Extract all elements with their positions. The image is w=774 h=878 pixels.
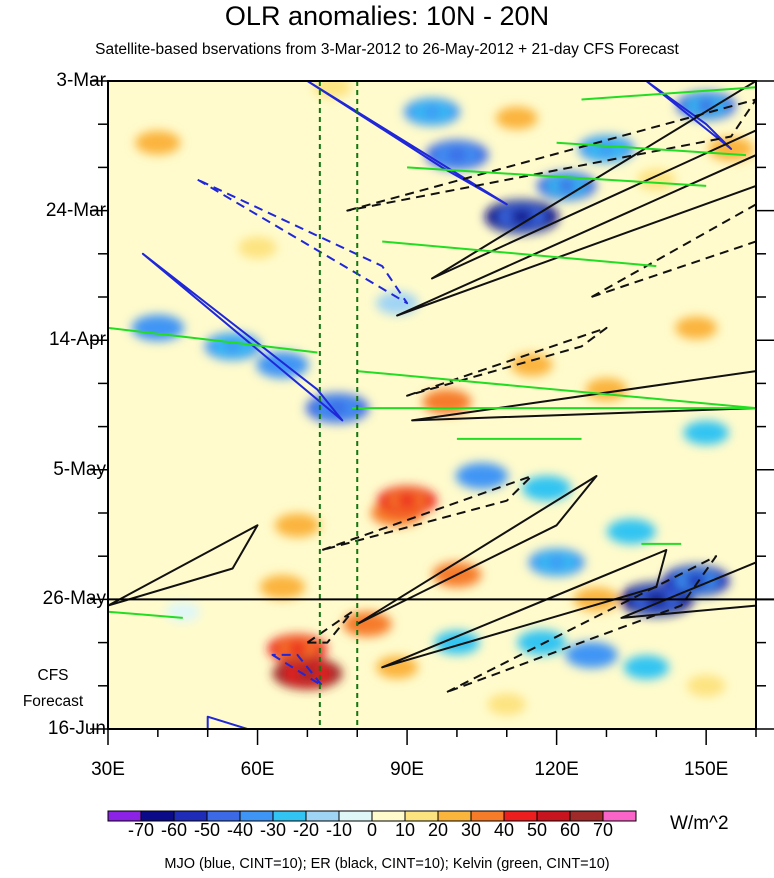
y-tick-label: 24-Mar: [45, 199, 106, 221]
colorbar-tick-label: -70: [127, 820, 154, 840]
x-tick-label: 60E: [240, 759, 275, 780]
y-tick-label: 26-May: [42, 588, 106, 610]
anomaly-blob: [165, 601, 201, 622]
mjo-contour: [271, 653, 324, 687]
colorbar-tick-label: -40: [226, 820, 253, 840]
er-contour: [411, 370, 756, 422]
anomaly-blob: [565, 641, 618, 669]
anomaly-blob: [135, 130, 181, 155]
anomaly-blob: [376, 655, 419, 679]
anomaly-blob-core: [556, 179, 577, 193]
y-tick-label: 3-Mar: [56, 70, 106, 91]
y-tick-label: 16-Jun: [47, 718, 106, 739]
er-contour: [396, 154, 756, 317]
anomaly-blob: [376, 291, 419, 315]
plot-frame: [90, 80, 774, 745]
er-contour: [108, 524, 259, 607]
colorbar-tick-label: -30: [259, 820, 286, 840]
anomaly-blob: [422, 389, 472, 415]
anomaly-blob: [522, 475, 572, 501]
colorbar-tick-label: 0: [366, 820, 377, 840]
colorbar-tick-label: -60: [160, 820, 187, 840]
contour-legend-caption: MJO (blue, CINT=10); ER (black, CINT=10)…: [164, 856, 610, 872]
anomaly-blob: [683, 420, 729, 445]
chart-title: OLR anomalies: 10N - 20N: [224, 1, 550, 31]
anomaly-blob: [675, 316, 718, 340]
anomaly-blob: [487, 693, 527, 716]
er-contour: [381, 549, 668, 669]
anomaly-blob-core: [546, 556, 567, 569]
anomaly-blob-core: [508, 209, 535, 225]
anomaly-blob: [517, 630, 567, 656]
plot-border: [107, 80, 757, 730]
mjo-contour: [206, 715, 251, 729]
colorbar-tick-label: -10: [325, 820, 352, 840]
anomaly-blob: [274, 513, 321, 538]
kelvin-contour: [382, 240, 657, 268]
colorbar-tick-label: 70: [592, 820, 614, 840]
reference-lines: [108, 81, 774, 729]
colorbar-tick-label: -20: [292, 820, 319, 840]
kelvin-contour: [108, 326, 318, 354]
anomaly-blob-core: [287, 642, 308, 656]
er-contour: [446, 555, 718, 693]
anomaly-blob: [131, 314, 185, 342]
anomaly-blob-core: [396, 494, 418, 508]
anomaly-blob: [510, 353, 553, 377]
kelvin-contour: [556, 141, 747, 157]
colorbar-tick-label: 20: [427, 820, 449, 840]
anomaly-blob: [637, 168, 676, 191]
colorbar-swatch: [602, 810, 637, 822]
er-contour: [321, 475, 533, 551]
er-contour: [346, 98, 756, 212]
anomaly-blob: [238, 236, 277, 259]
mjo-contour: [141, 252, 344, 422]
er-contour: [356, 475, 598, 626]
mjo-contour: [645, 81, 733, 150]
anomaly-blob: [623, 655, 670, 680]
anomaly-blob-core: [445, 148, 468, 162]
anomaly-blob: [686, 675, 726, 697]
kelvin-contour: [581, 86, 756, 101]
anomaly-blob: [455, 462, 509, 490]
forecast-label-line1: CFS: [37, 667, 69, 684]
colorbar-tick-label: 30: [460, 820, 482, 840]
anomaly-blob-core: [422, 105, 442, 119]
kelvin-contour: [108, 610, 183, 619]
er-contour: [406, 326, 608, 397]
colorbar-tick-label: -50: [193, 820, 220, 840]
forecast-label-line2: Forecast: [22, 693, 84, 710]
x-tick-label: 120E: [534, 759, 579, 780]
wave-contours: [108, 81, 756, 729]
er-contour: [620, 561, 756, 619]
colorbar-tick-label: 60: [559, 820, 581, 840]
colorbar: [107, 810, 637, 822]
anomaly-blob: [259, 575, 306, 600]
anomaly-blob: [313, 81, 352, 98]
colorbar-units: W/m^2: [670, 813, 729, 834]
er-contour: [590, 203, 756, 298]
x-tick-label: 90E: [390, 759, 424, 780]
x-tick-label: 30E: [91, 759, 125, 780]
mjo-contour: [196, 178, 409, 305]
colorbar-tick-label: 40: [493, 820, 515, 840]
y-tick-label: 14-Apr: [48, 329, 106, 351]
chart-subtitle: Satellite-based bservations from 3-Mar-2…: [95, 41, 679, 58]
mjo-contour: [306, 81, 508, 206]
y-tick-label: 5-May: [53, 458, 106, 480]
anomaly-blob-core: [295, 666, 320, 681]
kelvin-contour: [357, 370, 756, 410]
colorbar-tick-label: 50: [526, 820, 548, 840]
forecast-label: CFS Forecast: [18, 663, 88, 715]
anomaly-blob: [342, 611, 392, 637]
colorbar-tick-label: 10: [394, 820, 416, 840]
anomaly-blob: [606, 518, 656, 545]
anomaly-blob: [495, 106, 538, 130]
kelvin-contour: [407, 166, 707, 187]
x-tick-label: 150E: [683, 759, 729, 780]
